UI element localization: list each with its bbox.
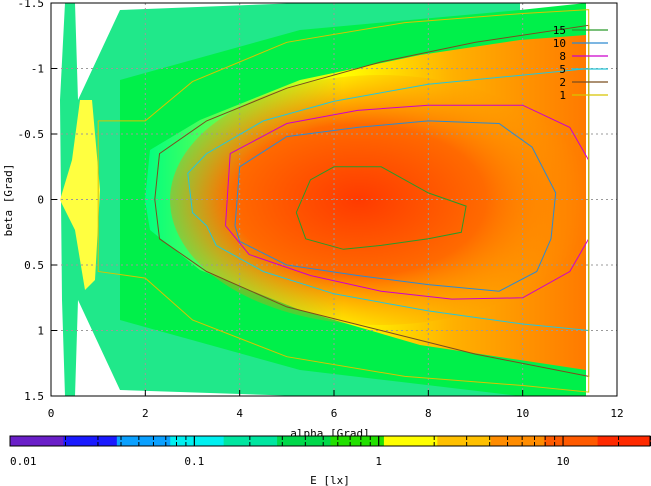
colorbar-swatch bbox=[10, 436, 64, 446]
legend-label: 15 bbox=[553, 24, 566, 37]
colorbar-swatch bbox=[63, 436, 118, 446]
colorbar: 0.01 0.1 1 10 bbox=[9, 435, 651, 468]
x-tick-label: 0 bbox=[48, 407, 55, 420]
legend-label: 5 bbox=[559, 63, 566, 76]
legend-label: 10 bbox=[553, 37, 566, 50]
colorbar-tick-label: 0.01 bbox=[10, 455, 37, 468]
field-left-spike bbox=[60, 100, 100, 290]
heatmap-field bbox=[60, 3, 590, 396]
colorbar-label: E [lx] bbox=[310, 474, 350, 486]
x-tick-label: 12 bbox=[610, 407, 623, 420]
colorbar-swatch bbox=[437, 436, 492, 446]
contour-lines bbox=[97, 9, 590, 393]
colorbar-tick-label: 10 bbox=[556, 455, 569, 468]
y-axis-label: beta [Grad] bbox=[2, 164, 15, 237]
colorbar-swatch bbox=[116, 436, 171, 446]
legend-label: 1 bbox=[559, 89, 566, 102]
contour-line-10 bbox=[234, 120, 557, 292]
colorbar-swatch bbox=[170, 436, 225, 446]
y-tick-label: 0 bbox=[37, 194, 44, 207]
legend-label: 8 bbox=[559, 50, 566, 63]
colorbar-swatch bbox=[544, 436, 599, 446]
legend-label: 2 bbox=[559, 76, 566, 89]
y-tick-label: -1 bbox=[31, 63, 44, 76]
x-tick-label: 2 bbox=[142, 407, 149, 420]
y-tick-label: -0.5 bbox=[18, 128, 45, 141]
colorbar-swatch bbox=[490, 436, 545, 446]
x-tick-label: 4 bbox=[236, 407, 243, 420]
colorbar-tick-label: 1 bbox=[375, 455, 382, 468]
x-tick-label: 8 bbox=[425, 407, 432, 420]
gridlines bbox=[51, 3, 617, 396]
field-core bbox=[170, 75, 590, 325]
colorbar-swatch bbox=[223, 436, 278, 446]
x-tick-label: 6 bbox=[331, 407, 338, 420]
axes: 0 2 4 6 8 10 12-1.5-1-0.500.511.5 bbox=[18, 0, 624, 420]
colorbar-swatch bbox=[330, 436, 385, 446]
contour-line-15 bbox=[295, 166, 467, 250]
colorbar-swatch bbox=[277, 436, 331, 446]
contour-line-5 bbox=[187, 67, 590, 332]
y-tick-label: 1.5 bbox=[24, 390, 44, 403]
y-tick-label: 0.5 bbox=[24, 259, 44, 272]
colorbar-swatch bbox=[383, 436, 438, 446]
y-tick-label: -1.5 bbox=[18, 0, 45, 10]
colorbar-swatch bbox=[597, 436, 651, 446]
y-tick-label: 1 bbox=[37, 325, 44, 338]
contour-line-1 bbox=[97, 9, 590, 393]
x-tick-label: 10 bbox=[516, 407, 529, 420]
colorbar-tick-label: 0.1 bbox=[184, 455, 204, 468]
